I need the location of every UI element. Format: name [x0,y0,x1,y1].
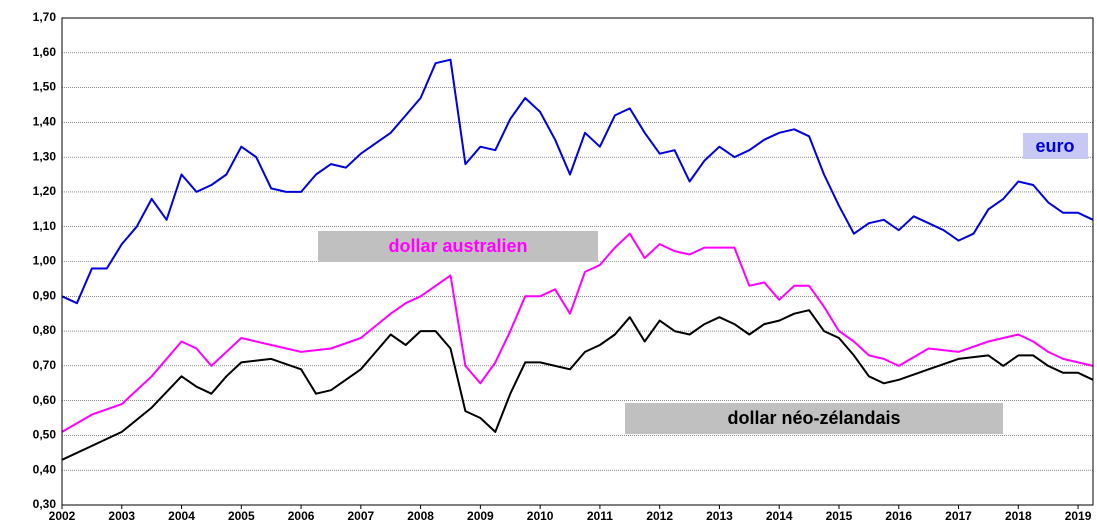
x-tick-label: 2009 [467,509,494,523]
x-tick-label: 2016 [885,509,912,523]
x-tick-label: 2008 [407,509,434,523]
x-tick-label: 2005 [228,509,255,523]
label-box [625,403,1003,434]
x-tick-label: 2006 [288,509,315,523]
x-tick-label: 2011 [587,509,613,523]
x-tick-label: 2003 [108,509,135,523]
label-box [1023,133,1088,159]
y-tick-label: 1,40 [33,115,57,129]
y-tick-label: 0,90 [33,288,57,302]
series-label: dollar néo-zélandais [727,408,900,428]
y-tick-label: 1,50 [33,80,57,94]
series-label: euro [1035,136,1074,156]
x-tick-label: 2013 [706,509,733,523]
y-tick-label: 0,60 [33,393,57,407]
series-label: dollar australien [388,236,527,256]
y-tick-label: 1,30 [33,149,57,163]
x-tick-label: 2004 [168,509,195,523]
y-tick-label: 0,30 [33,497,57,511]
series-line [61,232,1094,433]
x-tick-label: 2007 [347,509,374,523]
lines [61,58,1094,461]
plot-frame [61,17,1094,506]
x-tick-label: 2002 [49,509,76,523]
x-tick-label: 2018 [1005,509,1032,523]
x-tick-label: 2015 [826,509,853,523]
y-tick-label: 1,00 [33,254,57,268]
x-tick-label: 2010 [527,509,554,523]
x-tick-label: 2014 [766,509,793,523]
series-line [61,58,1094,305]
label-box [318,231,598,262]
y-tick-label: 0,50 [33,428,57,442]
x-tick-label: 2012 [646,509,673,523]
y-tick-label: 0,80 [33,323,57,337]
y-tick-label: 1,60 [33,45,57,59]
y-tick-label: 1,10 [33,219,57,233]
y-tick-label: 0,40 [33,462,57,476]
x-tick-label: 2017 [945,509,972,523]
x-tick-label: 2019 [1065,509,1092,523]
y-tick-label: 1,20 [33,184,57,198]
y-tick-label: 1,70 [33,10,57,24]
series-line [61,309,1094,461]
y-tick-label: 0,70 [33,358,57,372]
